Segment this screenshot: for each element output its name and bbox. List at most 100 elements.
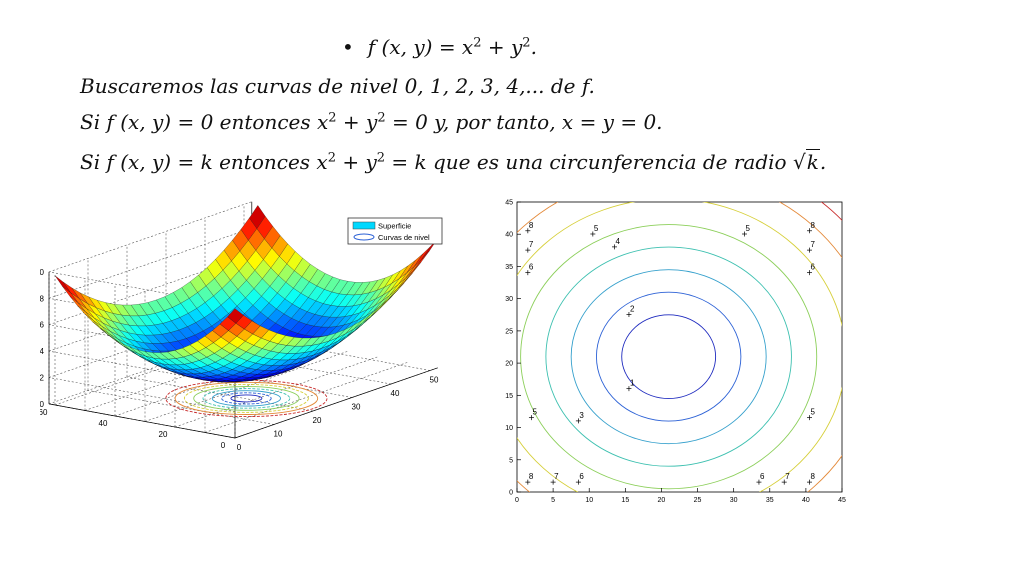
floor-contour: [221, 392, 272, 405]
surface-legend: Superficie Curvas de nivel: [347, 217, 443, 245]
z-tick-label: 0: [40, 400, 45, 409]
contour-label: 6: [811, 263, 816, 272]
contour-label: 8: [811, 472, 816, 481]
contour-label: 8: [529, 472, 534, 481]
legend-surface-label: Superficie: [378, 222, 411, 231]
l3-part: = k que es una circunferencia de radio: [385, 150, 793, 174]
l2-exp: 2: [377, 110, 386, 126]
l2-part: = 0 y, por tanto, x = y = 0.: [385, 110, 663, 134]
contour-label: 5: [532, 408, 537, 417]
y-tick-label: 60: [40, 408, 48, 417]
x-tick-label: 30: [730, 497, 738, 504]
y-tick-label: 30: [505, 296, 513, 303]
surface-ticks: 0102030405002040600246810: [40, 268, 439, 452]
contour-label: 5: [594, 224, 599, 233]
text-line-3: Si f (x, y) = k entonces x2 + y2 = k que…: [80, 149, 827, 174]
z-tick-label: 6: [40, 321, 45, 330]
sqrt-radicand: k: [805, 149, 820, 174]
floor-contour: [183, 383, 309, 413]
y-tick-label: 5: [509, 457, 513, 464]
bf-part: .: [530, 35, 537, 59]
axis-line: [48, 403, 236, 439]
contour-label: 6: [579, 472, 584, 481]
legend-contour-label: Curvas de nivel: [378, 233, 430, 242]
x-tick-label: 20: [313, 416, 322, 425]
contour-label: 5: [746, 224, 751, 233]
contour-label: 6: [760, 472, 765, 481]
y-tick-label: 40: [99, 419, 108, 428]
bf-part: + y: [481, 35, 523, 59]
x-tick-label: 45: [838, 497, 846, 504]
contour-axes-box: [516, 201, 843, 493]
x-tick-label: 15: [621, 497, 629, 504]
x-tick-label: 35: [766, 497, 774, 504]
floor-contour: [193, 386, 300, 411]
z-tick-label: 8: [40, 294, 45, 303]
x-tick-label: 30: [352, 403, 361, 412]
x-tick-label: 20: [658, 497, 666, 504]
legend-contour-swatch: [353, 233, 375, 241]
contour-label: 7: [811, 240, 816, 249]
surface-facet: [54, 275, 72, 294]
y-tick-label: 20: [505, 361, 513, 368]
l3-part: .: [819, 150, 827, 174]
contour-label: 6: [529, 263, 534, 272]
contour-line-group: [517, 202, 842, 492]
sqrt-sign: √: [792, 150, 806, 174]
x-tick-label: 40: [802, 497, 810, 504]
y-tick-label: 10: [505, 425, 513, 432]
text-line-2: Si f (x, y) = 0 entonces x2 + y2 = 0 y, …: [80, 110, 663, 134]
floor-contour: [174, 381, 319, 415]
contour-lines: [517, 202, 842, 492]
contour-label: 7: [529, 240, 534, 249]
x-tick-label: 10: [274, 430, 283, 439]
side-wall-grid: [48, 377, 236, 412]
l2-exp: 2: [328, 110, 337, 126]
y-tick-label: 20: [159, 430, 168, 439]
x-tick-label: 0: [515, 497, 519, 504]
contour-label: 3: [579, 411, 584, 420]
legend-surface-swatch: [352, 221, 376, 230]
surface-plot: 0102030405002040600246810 Superficie Cur…: [40, 201, 443, 452]
y-tick-label: 0: [221, 441, 226, 450]
side-wall-grid: [48, 271, 236, 307]
contour-label: 7: [554, 472, 559, 481]
surface-mesh: [54, 205, 438, 383]
floor-grid: [87, 390, 275, 425]
contour-level-2: [595, 291, 742, 422]
contour-label: 7: [785, 472, 790, 481]
contour-level-3: [570, 269, 767, 445]
contour-labels: 1 2 3 4 5 5 5 5 6 6 6 6 7 7 7 7 8 8 8 8: [525, 221, 816, 485]
floor-contour: [202, 388, 291, 409]
y-tick-label: 40: [505, 232, 513, 239]
l3-part: Si f (x, y) = k entonces x: [80, 150, 328, 174]
l3-exp: 2: [376, 150, 386, 166]
y-tick-label: 15: [505, 393, 513, 400]
x-tick-label: 40: [391, 389, 400, 398]
bf-part: f (x, y) = x: [367, 35, 474, 59]
contour-level-5: [520, 224, 818, 490]
y-tick-label: 45: [505, 200, 513, 207]
contour-level-1: [621, 314, 717, 400]
contour-label: 8: [529, 221, 534, 230]
floor-grid: [126, 376, 314, 412]
surface-contours: [165, 379, 328, 418]
floor-contour: [230, 394, 263, 403]
contour-level-4: [545, 246, 792, 467]
l2-part: + y: [336, 110, 378, 134]
contour-label: 5: [811, 408, 816, 417]
y-tick-label: 25: [505, 328, 513, 335]
bf-exp: 2: [473, 35, 482, 51]
bullet-glyph: •: [342, 35, 354, 59]
floor-contour: [211, 390, 281, 407]
z-tick-label: 10: [40, 268, 45, 277]
x-tick-label: 25: [694, 497, 702, 504]
l3-part: + y: [335, 150, 377, 174]
l2-part: Si f (x, y) = 0 entonces x: [80, 110, 329, 134]
l3-exp: 2: [327, 150, 336, 166]
contour-label: 8: [811, 221, 816, 230]
contour-label: 2: [630, 305, 635, 314]
bullet-formula: • f (x, y) = x2 + y2.: [342, 35, 537, 59]
